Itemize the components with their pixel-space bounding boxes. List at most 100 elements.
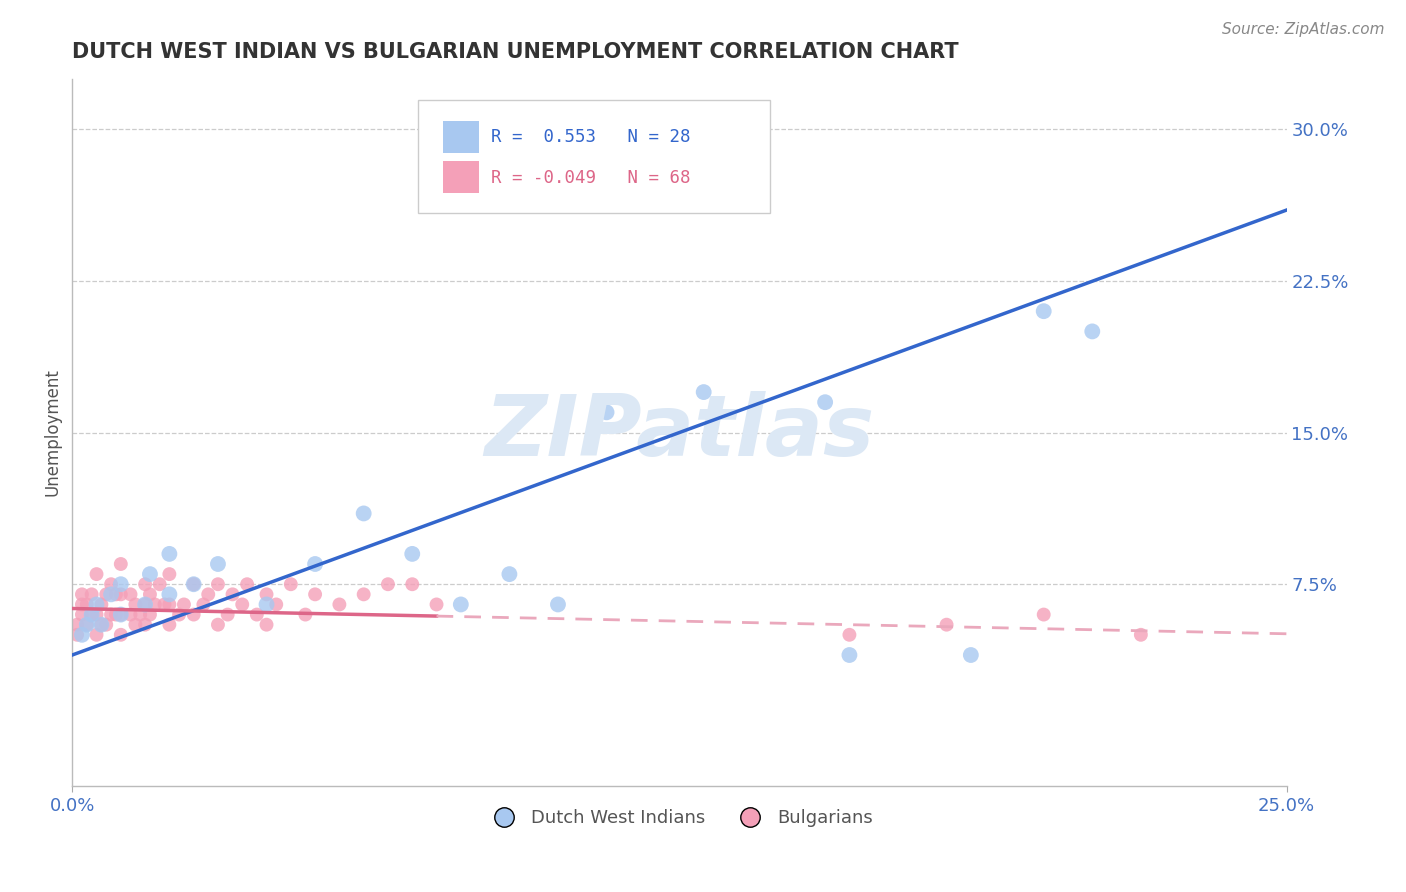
Point xyxy=(100,577,122,591)
Point xyxy=(294,607,316,622)
Text: R =  0.553   N = 28: R = 0.553 N = 28 xyxy=(491,128,690,146)
Point xyxy=(960,648,983,662)
Point xyxy=(157,587,180,601)
Point xyxy=(124,617,146,632)
Point xyxy=(80,607,103,622)
Point xyxy=(246,607,269,622)
Point xyxy=(217,607,239,622)
Point xyxy=(183,577,205,591)
Point xyxy=(149,577,172,591)
Y-axis label: Unemployment: Unemployment xyxy=(44,368,60,497)
Point xyxy=(80,587,103,601)
Point xyxy=(96,587,118,601)
Point xyxy=(86,628,108,642)
Point xyxy=(76,617,98,632)
Point xyxy=(104,587,127,601)
Point xyxy=(100,587,122,601)
Point xyxy=(221,587,243,601)
Point xyxy=(70,587,93,601)
Point xyxy=(256,617,278,632)
Point xyxy=(76,598,98,612)
Point xyxy=(256,587,278,601)
Point xyxy=(183,607,205,622)
Bar xyxy=(443,161,479,194)
Point xyxy=(157,567,180,582)
Point xyxy=(143,598,166,612)
Point xyxy=(124,598,146,612)
Point xyxy=(110,587,132,601)
Point xyxy=(1129,628,1152,642)
Point xyxy=(401,577,423,591)
Point xyxy=(90,617,112,632)
Point xyxy=(76,617,98,632)
Point xyxy=(157,617,180,632)
Point xyxy=(90,598,112,612)
Point xyxy=(167,607,190,622)
Point xyxy=(134,577,156,591)
Point xyxy=(183,577,205,591)
Point xyxy=(1032,304,1054,318)
Point xyxy=(935,617,957,632)
Point xyxy=(110,607,132,622)
Point xyxy=(304,557,326,571)
Point xyxy=(692,385,714,400)
Point xyxy=(264,598,287,612)
Point xyxy=(139,567,162,582)
Point xyxy=(328,598,350,612)
Point xyxy=(134,598,156,612)
Point xyxy=(86,567,108,582)
Point xyxy=(100,607,122,622)
Point xyxy=(838,648,860,662)
Point xyxy=(90,617,112,632)
Point xyxy=(139,587,162,601)
Point xyxy=(66,628,89,642)
Point xyxy=(86,607,108,622)
Point xyxy=(66,617,89,632)
Point xyxy=(207,557,229,571)
Point xyxy=(110,557,132,571)
Bar xyxy=(443,121,479,153)
Point xyxy=(153,598,176,612)
Point xyxy=(96,617,118,632)
Point xyxy=(207,617,229,632)
Point xyxy=(70,607,93,622)
Point xyxy=(86,598,108,612)
Point xyxy=(425,598,447,612)
Point xyxy=(231,598,253,612)
Point xyxy=(134,598,156,612)
Point xyxy=(129,607,152,622)
Point xyxy=(280,577,302,591)
Legend: Dutch West Indians, Bulgarians: Dutch West Indians, Bulgarians xyxy=(478,802,880,834)
Point xyxy=(120,607,142,622)
Point xyxy=(814,395,837,409)
Point xyxy=(120,587,142,601)
Point xyxy=(197,587,219,601)
Point xyxy=(498,567,520,582)
Point xyxy=(595,405,617,419)
Point xyxy=(304,587,326,601)
Point xyxy=(353,587,375,601)
Point xyxy=(450,598,472,612)
Point xyxy=(838,628,860,642)
Point xyxy=(377,577,399,591)
Point xyxy=(207,577,229,591)
Point xyxy=(70,598,93,612)
Point xyxy=(110,577,132,591)
Point xyxy=(236,577,259,591)
Point xyxy=(157,547,180,561)
Point xyxy=(157,598,180,612)
Point xyxy=(547,598,569,612)
Point xyxy=(173,598,195,612)
Point xyxy=(70,628,93,642)
Point xyxy=(80,607,103,622)
Point xyxy=(104,607,127,622)
Point xyxy=(1081,325,1104,339)
Text: Source: ZipAtlas.com: Source: ZipAtlas.com xyxy=(1222,22,1385,37)
FancyBboxPatch shape xyxy=(419,100,770,213)
Point xyxy=(256,598,278,612)
Point xyxy=(353,507,375,521)
Point xyxy=(401,547,423,561)
Point xyxy=(139,607,162,622)
Text: R = -0.049   N = 68: R = -0.049 N = 68 xyxy=(491,169,690,186)
Point xyxy=(134,617,156,632)
